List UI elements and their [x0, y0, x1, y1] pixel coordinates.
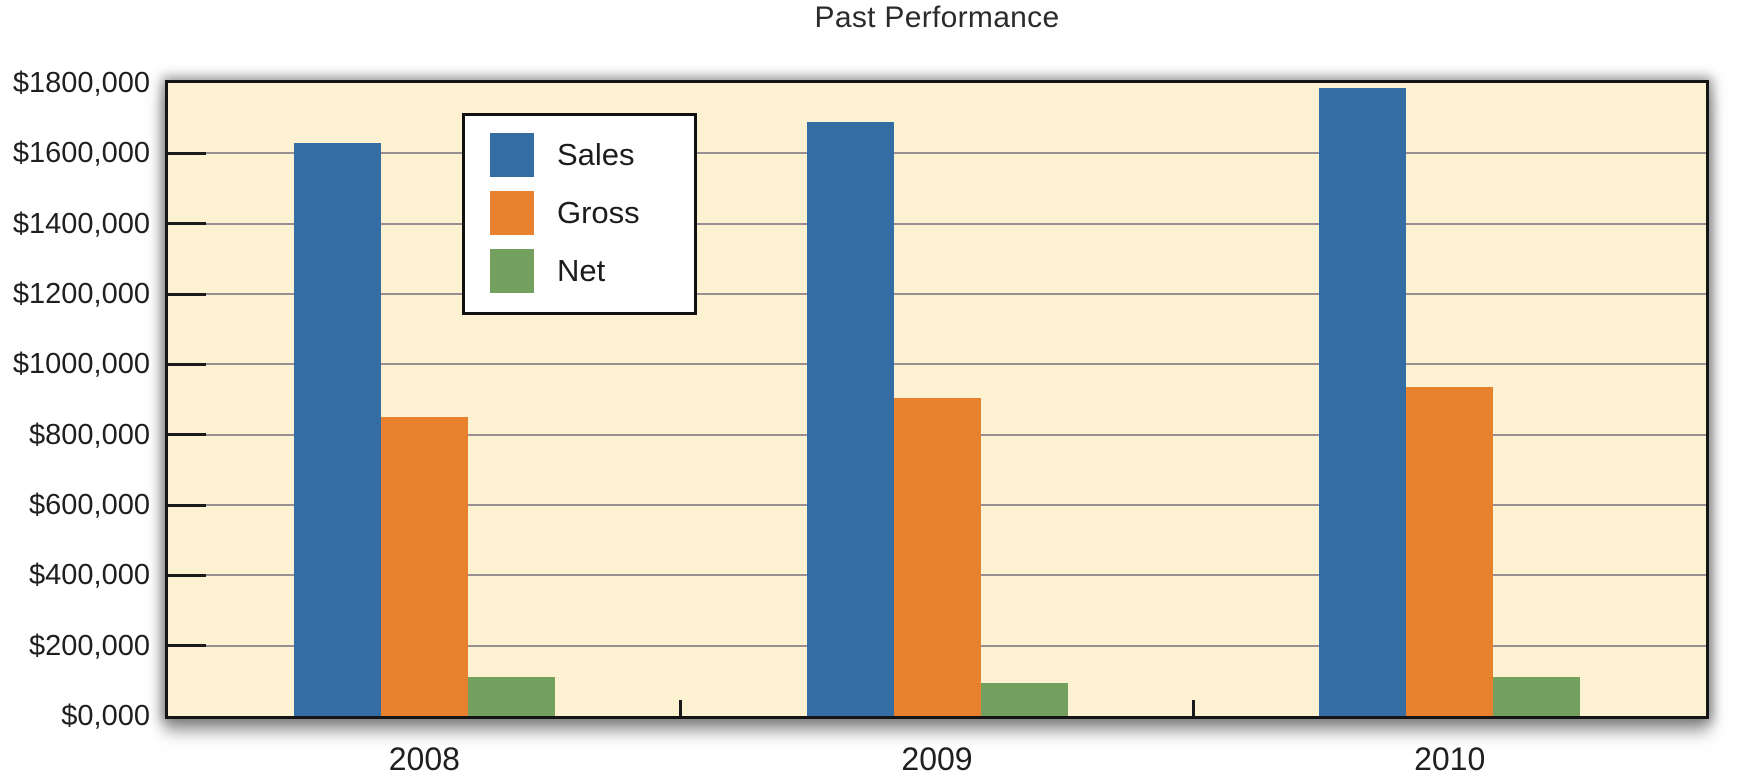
y-axis-tick — [168, 433, 206, 437]
y-axis-label: $0,000 — [61, 700, 150, 732]
bar-gross-2010 — [1406, 387, 1494, 716]
chart-title: Past Performance — [814, 1, 1060, 34]
bar-sales-2009 — [806, 121, 894, 716]
y-axis-label: $600,000 — [29, 489, 150, 521]
y-axis-tick — [168, 292, 206, 296]
y-axis-label: $200,000 — [29, 629, 150, 662]
legend: Sales Gross Net — [462, 113, 697, 315]
bar-sales-2010 — [1319, 88, 1407, 716]
y-axis-label: $400,000 — [29, 559, 150, 592]
bar-net-2010 — [1493, 677, 1581, 716]
x-axis-tick — [679, 700, 683, 716]
legend-item-gross: Gross — [490, 191, 694, 235]
legend-swatch-net-icon — [490, 249, 534, 293]
y-axis-label: $800,000 — [29, 418, 150, 451]
y-axis-tick — [168, 573, 206, 577]
grid-line — [168, 222, 1706, 225]
grid-line — [168, 152, 1706, 155]
legend-label-sales: Sales — [557, 137, 635, 172]
x-axis-tick — [1191, 700, 1195, 716]
bar-net-2008 — [467, 677, 555, 716]
grid-line — [168, 363, 1706, 366]
y-axis-label: $1000,000 — [12, 348, 150, 381]
y-axis-label: $1800,000 — [12, 67, 150, 99]
y-axis-label: $1400,000 — [12, 207, 150, 240]
legend-label-net: Net — [557, 253, 606, 288]
bar-sales-2008 — [293, 142, 381, 716]
plot-area — [165, 80, 1709, 719]
legend-label-gross: Gross — [557, 195, 640, 230]
y-axis-tick — [168, 222, 206, 226]
y-axis-tick — [168, 503, 206, 507]
bar-net-2009 — [980, 682, 1068, 716]
bar-gross-2009 — [893, 397, 981, 716]
y-axis-tick — [168, 362, 206, 366]
legend-item-net: Net — [490, 249, 694, 293]
x-axis-label-2009: 2009 — [901, 741, 973, 777]
legend-item-sales: Sales — [490, 133, 694, 177]
y-axis-tick — [168, 644, 206, 648]
y-axis-tick — [168, 151, 206, 155]
y-axis-label: $1200,000 — [12, 278, 150, 310]
y-axis-label: $1600,000 — [12, 137, 150, 170]
legend-swatch-sales-icon — [490, 133, 534, 177]
grid-line — [168, 293, 1706, 295]
bar-gross-2008 — [380, 417, 468, 716]
x-axis-label-2010: 2010 — [1414, 741, 1486, 777]
legend-swatch-gross-icon — [490, 191, 534, 235]
x-axis-label-2008: 2008 — [388, 741, 460, 777]
